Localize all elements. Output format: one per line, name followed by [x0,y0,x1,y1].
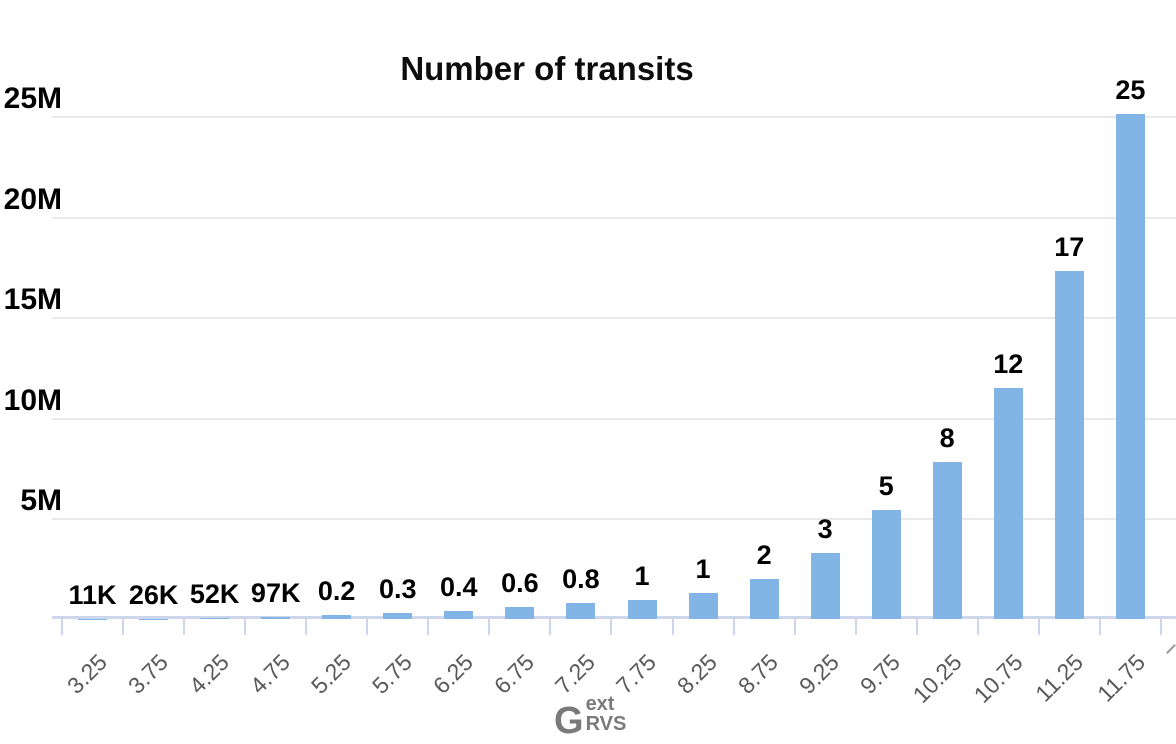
x-axis-tick [1099,619,1101,635]
gridline [52,518,1176,520]
y-axis-tick-label: 10M [3,384,62,417]
x-axis-tick-label: 6.75 [489,648,540,699]
x-axis-tick-label: 11.75 [1091,648,1150,707]
x-axis-tick [855,619,857,635]
y-axis-tick-label: 5M [20,484,62,517]
x-axis-tick [916,619,918,635]
x-axis-title-subscript: RVS [585,713,627,735]
bar [1054,270,1084,619]
x-axis-tick-label: 5.75 [366,648,418,699]
x-axis-tick [305,619,307,635]
x-axis-tick [977,619,979,635]
x-axis-tick [610,619,612,635]
chart-title: Number of transits [400,50,694,87]
bar [261,617,291,619]
bar [810,552,840,619]
x-axis-tick-label: 8.75 [733,648,784,699]
x-axis-tick-label: 10.25 [907,648,967,708]
x-axis-tick-label: 9.25 [794,648,845,699]
x-axis-title-superscript: ext [585,693,615,715]
bar-value-label: 2 [756,539,772,570]
bar [566,602,596,619]
x-axis-tick [1160,619,1162,635]
x-axis-tick [366,619,368,635]
x-axis-tick [549,619,551,635]
x-axis-title: G ext RVS [554,694,626,740]
bar [322,615,352,619]
y-axis-tick-label: 20M [3,183,62,216]
y-axis-tick-label: 15M [3,283,62,316]
bar [1115,114,1145,619]
gridline [52,116,1176,118]
x-axis-tick [61,619,63,635]
bar [200,618,230,619]
x-axis-tick-label: 7.25 [550,648,601,699]
x-axis-tick-label: 7.75 [611,648,662,699]
x-axis-tick [488,619,490,635]
x-axis-tick-label: 6.25 [427,648,479,699]
x-axis-tick-label: 4.25 [183,648,234,699]
x-axis-title-main: G [554,700,584,742]
x-axis-line [52,616,1176,619]
x-axis-tick-label: 10.75 [968,648,1028,708]
bar-value-label: 97K [250,578,301,608]
x-axis-tick [794,619,796,635]
bar-value-label: 8 [939,423,955,454]
x-axis-tick-label: 8.25 [672,648,723,699]
bar [444,611,474,619]
bar-value-label: 5 [878,471,894,502]
bar [139,618,169,619]
gridline [52,418,1176,420]
bar [993,387,1023,619]
bar-value-label: 0.2 [317,576,356,606]
bar-value-label: 0.8 [562,563,600,594]
x-axis-title-scripts: ext RVS [586,694,627,734]
x-axis-tick-label: 4.75 [244,648,295,699]
bar-value-label: 3 [817,513,833,544]
bar [383,613,413,619]
gridline [52,317,1176,319]
bar-value-label: 52K [189,579,240,609]
x-axis-tick-label: 5.25 [305,648,356,699]
bar-value-label: 1 [695,553,711,584]
bar-value-label: 17 [1054,231,1085,262]
bar [627,599,657,619]
bar [871,510,901,619]
bar [749,578,779,619]
x-axis-tick-label: 3.75 [122,648,173,699]
x-axis-tick [733,619,735,635]
bar-value-label: 12 [993,348,1024,379]
gridline [52,217,1176,219]
x-axis-tick-label: 11.25 [1030,648,1089,707]
bar-value-label: 1 [634,560,650,591]
x-axis-tick [122,619,124,635]
bar-value-label: 0.3 [379,574,417,604]
bar [932,462,962,619]
bar [505,606,535,619]
cropped-tick-label-fragment [1166,644,1176,654]
bar-value-label: 0.6 [501,567,539,598]
x-axis-tick [183,619,185,635]
bar-value-label: 0.4 [440,572,478,602]
x-axis-tick [244,619,246,635]
x-axis-tick-label: 3.25 [61,648,112,699]
x-axis-tick [427,619,429,635]
bar-value-label: 26K [128,579,179,610]
y-axis-tick-label: 25M [3,82,62,115]
x-axis-tick [1038,619,1040,635]
bar-value-label: 11K [68,579,117,610]
x-axis-tick [672,619,674,635]
bar [688,592,718,619]
x-axis-tick-label: 9.75 [855,648,906,699]
bar-value-label: 25 [1115,75,1146,105]
